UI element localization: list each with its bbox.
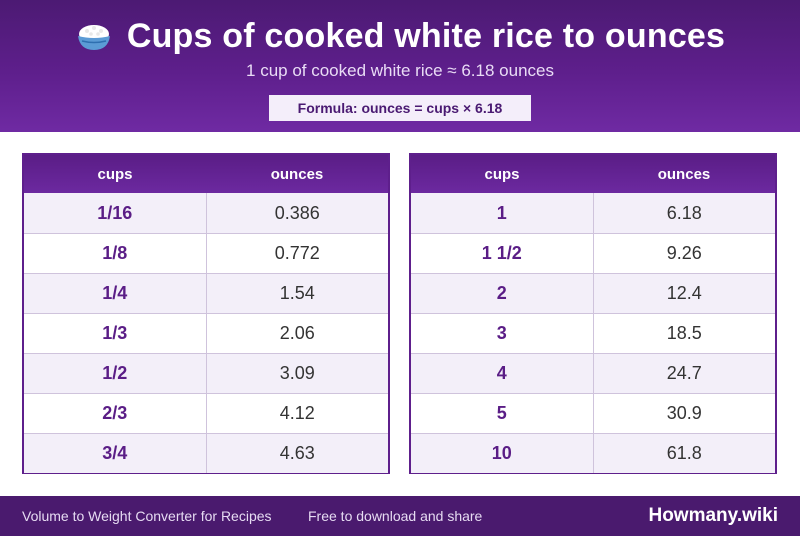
cups-cell: 1/3 — [24, 314, 207, 353]
ounces-cell: 0.772 — [274, 243, 320, 263]
formula-badge: Formula: ounces = cups × 6.18 — [269, 95, 531, 121]
ounces-cell: 0.386 — [274, 202, 320, 223]
cups-cell: 10 — [411, 434, 594, 473]
rice-bowl-icon — [75, 17, 113, 55]
ounces-cell: 24.7 — [666, 363, 702, 383]
ounces-cell: 3.09 — [279, 363, 315, 383]
title-row: Cups of cooked white rice to ounces — [0, 14, 800, 58]
table-row: 1/16 0.386 — [24, 193, 388, 233]
ounces-cell: 61.8 — [666, 443, 702, 463]
ounces-cell: 9.26 — [666, 243, 702, 263]
cups-cell: 2/3 — [24, 394, 207, 433]
table-header: cups ounces — [411, 155, 775, 193]
table-row: 1/8 0.772 — [24, 233, 388, 273]
footer-bar: Volume to Weight Converter for Recipes F… — [0, 496, 800, 536]
page-title: Cups of cooked white rice to ounces — [126, 16, 726, 55]
ounces-cell: 2.06 — [279, 323, 315, 343]
table-row: 1/4 1.54 — [24, 273, 388, 313]
table-row: 1 6.18 — [411, 193, 775, 233]
table-row: 1 1/2 9.26 — [411, 233, 775, 273]
cups-cell: 1/2 — [24, 354, 207, 393]
cups-cell: 1/4 — [24, 274, 207, 313]
table-row: 2 12.4 — [411, 273, 775, 313]
cups-cell: 3 — [411, 314, 594, 353]
conversion-table-left: cups ounces 1/16 0.386 1/8 0.772 1/4 1.54 1… — [22, 153, 390, 474]
ounces-cell: 30.9 — [666, 403, 702, 423]
cups-cell: 1/8 — [24, 234, 207, 273]
table-row: 3/4 4.63 — [24, 433, 388, 473]
subtitle: 1 cup of cooked white rice ≈ 6.18 ounces — [246, 61, 554, 80]
column-header-ounces: ounces — [657, 165, 711, 183]
cups-cell: 1 — [411, 193, 594, 233]
column-header-ounces: ounces — [270, 165, 324, 183]
brand-logo-text: Howmany.wiki — [648, 505, 778, 526]
cups-cell: 5 — [411, 394, 594, 433]
table-header: cups ounces — [24, 155, 388, 193]
ounces-cell: 6.18 — [666, 202, 702, 223]
table-row: 4 24.7 — [411, 353, 775, 393]
ounces-cell: 1.54 — [279, 283, 315, 303]
conversion-table-right: cups ounces 1 6.18 1 1/2 9.26 2 12.4 3 18.5 … — [409, 153, 777, 474]
header-banner: Cups of cooked white rice to ounces 1 cu… — [0, 0, 800, 132]
table-row: 1/2 3.09 — [24, 353, 388, 393]
ounces-cell: 18.5 — [666, 323, 702, 343]
column-header-cups: cups — [484, 165, 520, 183]
table-body: 1 6.18 1 1/2 9.26 2 12.4 3 18.5 4 24.7 5 30.9 … — [411, 193, 775, 473]
table-body: 1/16 0.386 1/8 0.772 1/4 1.54 1/3 2.06 1/2 3.… — [24, 193, 388, 473]
cups-cell: 3/4 — [24, 434, 207, 473]
cups-cell: 4 — [411, 354, 594, 393]
ounces-cell: 4.63 — [279, 443, 315, 463]
footer-share-text: Free to download and share — [308, 508, 483, 524]
cups-cell: 2 — [411, 274, 594, 313]
table-row: 10 61.8 — [411, 433, 775, 473]
table-row: 2/3 4.12 — [24, 393, 388, 433]
cups-cell: 1 1/2 — [411, 234, 594, 273]
table-row: 5 30.9 — [411, 393, 775, 433]
table-row: 3 18.5 — [411, 313, 775, 353]
ounces-cell: 4.12 — [279, 403, 315, 423]
table-row: 1/3 2.06 — [24, 313, 388, 353]
column-header-cups: cups — [97, 165, 133, 183]
ounces-cell: 12.4 — [666, 283, 702, 303]
footer-converter-text: Volume to Weight Converter for Recipes — [22, 508, 272, 524]
cups-cell: 1/16 — [24, 193, 207, 233]
